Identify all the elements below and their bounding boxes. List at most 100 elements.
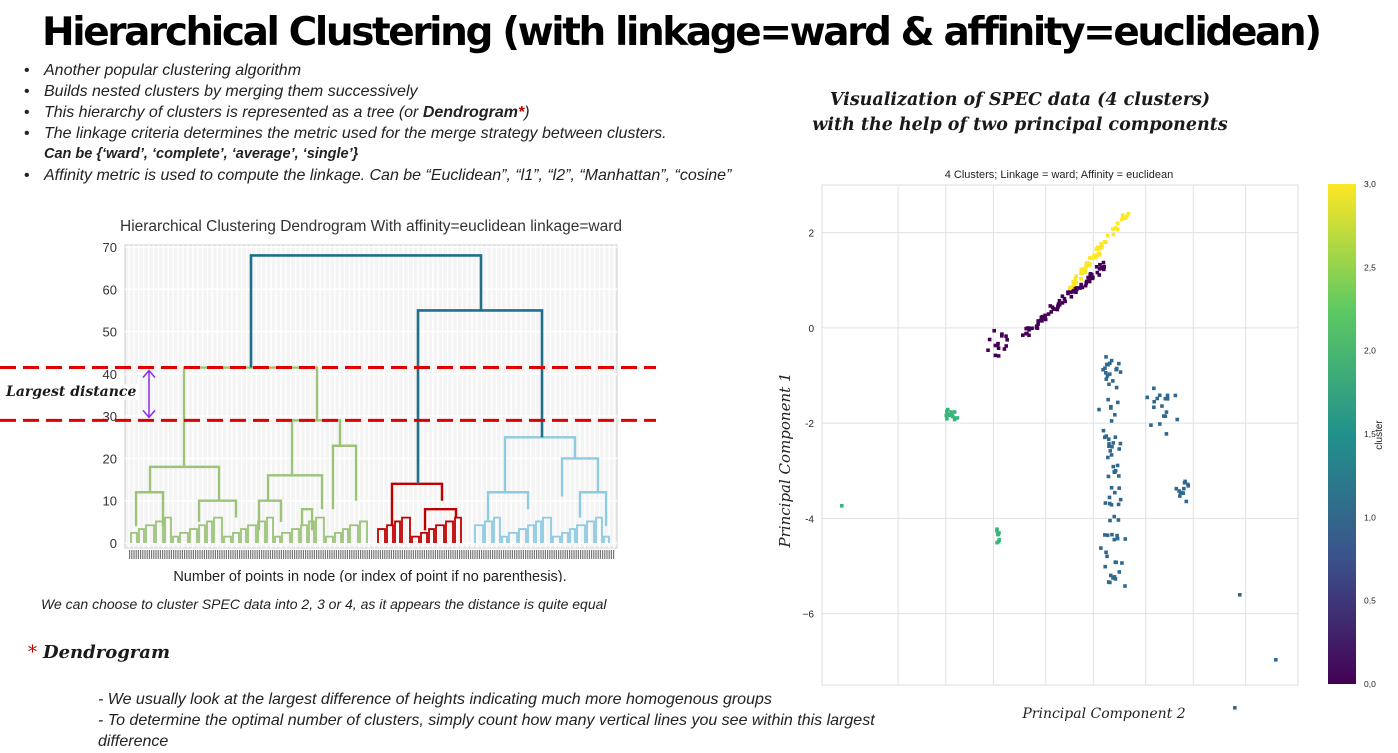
data-point xyxy=(992,328,997,333)
data-point xyxy=(1103,533,1107,537)
data-point xyxy=(1152,386,1156,391)
visualization-title: Visualization of SPEC data (4 clusters) … xyxy=(812,90,1228,135)
data-point xyxy=(1105,373,1110,378)
x-tick-label xyxy=(256,550,258,559)
data-point xyxy=(1163,396,1168,401)
x-tick-label xyxy=(474,550,476,559)
x-tick-label xyxy=(487,550,489,559)
data-point xyxy=(1165,393,1170,398)
bullet-item: This hierarchy of clusters is represente… xyxy=(20,102,800,123)
data-point xyxy=(1101,267,1106,272)
x-tick-label xyxy=(170,550,172,559)
x-tick-label xyxy=(366,550,368,559)
colorbar-tick-label: 2,0 xyxy=(1364,346,1376,356)
x-tick-label xyxy=(441,550,443,559)
data-point xyxy=(1050,305,1055,310)
data-point xyxy=(952,410,957,414)
x-tick-label xyxy=(243,550,245,559)
x-tick-label xyxy=(225,550,227,559)
x-tick-label xyxy=(263,550,265,559)
data-point xyxy=(1182,480,1187,485)
x-tick-label xyxy=(423,550,425,559)
data-point xyxy=(1071,289,1076,294)
x-tick-label xyxy=(179,550,181,559)
x-tick-label xyxy=(157,550,159,559)
data-point xyxy=(1113,413,1117,417)
dendrogram-link xyxy=(300,507,314,531)
x-tick-label xyxy=(516,550,518,559)
scatter-ylabel: Principal Component 1 xyxy=(776,373,794,549)
scatter-xlabel: Principal Component 2 xyxy=(1021,706,1185,722)
dendrogram-link xyxy=(148,465,221,501)
data-point xyxy=(1173,393,1178,398)
data-point xyxy=(1109,453,1114,457)
y-tick-label: 10 xyxy=(103,494,117,509)
data-point xyxy=(1063,299,1067,304)
dendrogram-link xyxy=(454,516,462,543)
dendrogram-link xyxy=(197,499,238,522)
data-point xyxy=(950,412,954,416)
x-tick-label xyxy=(470,550,472,559)
data-point xyxy=(1084,261,1089,266)
dendrogram-link xyxy=(145,524,155,543)
dendrogram-link xyxy=(223,535,232,543)
x-tick-label xyxy=(384,550,386,559)
x-tick-label xyxy=(439,550,441,559)
data-point xyxy=(1067,286,1072,290)
dendrogram-link xyxy=(435,524,445,543)
data-point xyxy=(1079,282,1083,287)
data-point xyxy=(1116,502,1121,507)
x-tick-label xyxy=(346,550,348,559)
x-tick-label xyxy=(538,550,540,559)
data-point xyxy=(1181,491,1186,495)
x-tick-label xyxy=(353,550,355,559)
dendrogram-title: Hierarchical Clustering Dendrogram With … xyxy=(120,218,622,235)
dendrogram-link xyxy=(266,516,274,543)
x-tick-label xyxy=(199,550,201,559)
data-point xyxy=(996,341,1000,346)
data-point xyxy=(1238,593,1242,597)
x-tick-label xyxy=(331,550,333,559)
x-tick-label xyxy=(529,550,531,559)
data-point xyxy=(1158,422,1162,426)
data-point xyxy=(1043,316,1047,320)
data-point xyxy=(1098,262,1102,267)
data-point xyxy=(1107,382,1111,387)
x-tick-label xyxy=(195,550,197,559)
data-point xyxy=(1106,474,1111,479)
x-tick-label xyxy=(324,550,326,559)
data-point xyxy=(1108,449,1113,453)
x-tick-label xyxy=(386,550,388,559)
data-point xyxy=(1102,435,1107,440)
x-tick-label xyxy=(184,550,186,559)
x-tick-label xyxy=(371,550,373,559)
data-point xyxy=(1080,285,1085,290)
data-point xyxy=(1099,241,1103,246)
x-tick-label xyxy=(342,550,344,559)
data-point xyxy=(1105,533,1110,538)
data-point xyxy=(1109,358,1114,363)
x-tick-label xyxy=(272,550,274,559)
data-point xyxy=(1164,410,1169,414)
x-tick-label xyxy=(419,550,421,559)
dendrogram-note-heading: * Dendrogram xyxy=(28,642,171,663)
data-point xyxy=(1036,319,1040,323)
dendrogram-link xyxy=(266,474,324,510)
x-tick-label xyxy=(430,550,432,559)
x-tick-label xyxy=(362,550,364,559)
x-tick-label xyxy=(349,550,351,559)
y-tick-label: 2 xyxy=(808,229,814,240)
data-point xyxy=(1165,397,1170,401)
data-point xyxy=(1097,407,1101,412)
x-tick-label xyxy=(599,550,601,559)
data-point xyxy=(1036,322,1040,326)
data-point xyxy=(1100,265,1105,270)
x-tick-label xyxy=(602,550,604,559)
x-tick-label xyxy=(564,550,566,559)
dendrogram-link xyxy=(213,516,223,543)
x-tick-label xyxy=(307,550,309,559)
x-tick-label xyxy=(274,550,276,559)
data-point xyxy=(1073,280,1077,284)
x-tick-label xyxy=(208,550,210,559)
data-point xyxy=(945,412,950,417)
